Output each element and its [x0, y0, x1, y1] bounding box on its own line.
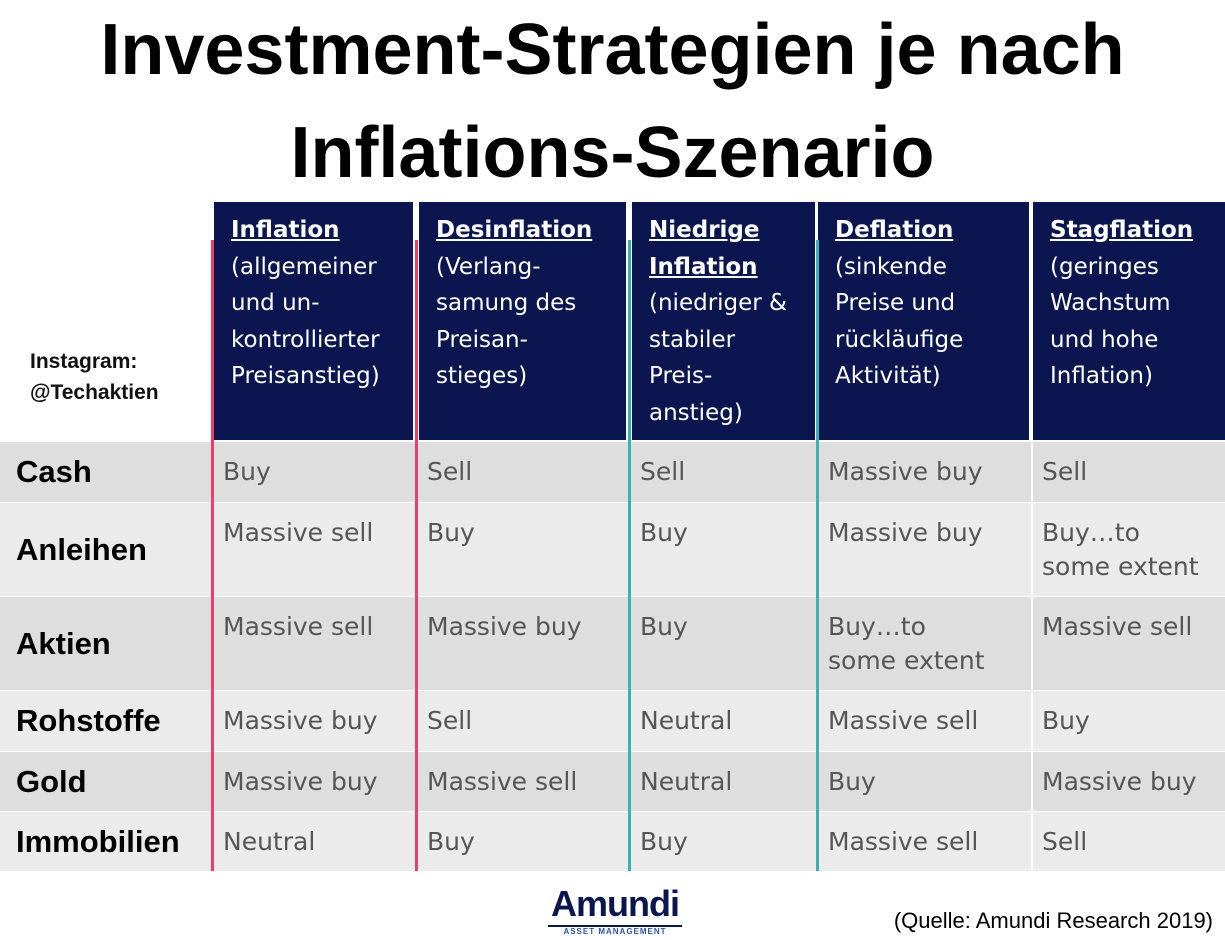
table-cell: Buy…to some extent [828, 612, 985, 675]
table-cell: Buy…to some extent [1042, 518, 1199, 581]
row-label: Immobilien [0, 812, 210, 871]
column-header-description: (geringes Wachstum und hohe Inflation) [1050, 253, 1171, 390]
row-label: Anleihen [0, 503, 210, 596]
credit-line-2: @Techaktien [30, 381, 159, 404]
table-cell: Buy [640, 827, 688, 856]
column-header-title: Niedrige Inflation [649, 217, 760, 280]
column-header-title: Stagflation [1050, 217, 1194, 243]
row-label: Cash [0, 442, 210, 502]
amundi-logo: Amundi ASSET MANAGEMENT [540, 884, 690, 937]
instagram-credit: Instagram: @Techaktien [30, 346, 159, 408]
table-cell: Neutral [640, 767, 733, 796]
column-header-description: (Verlang- samung des Preisan- stieges) [436, 253, 577, 390]
column-header-inflation: Inflation (allgemeiner und un- kontrolli… [214, 202, 413, 440]
table-cell: Massive buy [223, 706, 378, 735]
table-cell: Buy [427, 827, 475, 856]
table-cell: Buy [640, 518, 688, 547]
logo-name: Amundi [551, 883, 680, 924]
table-row-immobilien: Immobilien Neutral Buy Buy Massive sell … [0, 811, 1225, 871]
column-header-description: (allgemeiner und un- kontrollierter Prei… [231, 253, 380, 390]
credit-line-1: Instagram: [30, 350, 138, 373]
column-divider [1031, 441, 1033, 871]
table-cell: Neutral [640, 706, 733, 735]
table-cell: Massive buy [828, 518, 983, 547]
table-cell: Massive buy [427, 612, 582, 641]
source-note: (Quelle: Amundi Research 2019) [893, 908, 1213, 933]
table-row-cash: Cash Buy Sell Sell Massive buy Sell [0, 441, 1225, 502]
teal-column-line [816, 240, 819, 871]
column-header-title: Deflation [835, 217, 954, 243]
row-label: Gold [0, 752, 210, 811]
table-cell: Sell [427, 457, 473, 486]
column-header-title: Desinflation [436, 217, 593, 243]
table-row-aktien: Aktien Massive sell Massive buy Buy Buy…… [0, 596, 1225, 690]
column-header-title: Inflation [231, 217, 340, 243]
pink-column-line [211, 240, 214, 871]
title-line-1: Investment-Strategien je nach [100, 10, 1125, 90]
table-row-gold: Gold Massive buy Massive sell Neutral Bu… [0, 751, 1225, 811]
title-line-2: Inflations-Szenario [290, 113, 935, 193]
pink-column-line [415, 240, 418, 871]
column-header-desinflation: Desinflation (Verlang- samung des Preisa… [419, 202, 626, 440]
column-header-description: (sinkende Preise und rückläufige Aktivit… [835, 253, 964, 390]
table-cell: Massive buy [828, 457, 983, 486]
table-cell: Massive sell [427, 767, 578, 796]
table-cell: Buy [828, 767, 876, 796]
table-cell: Massive buy [223, 767, 378, 796]
table-cell: Massive sell [828, 706, 979, 735]
table-cell: Massive buy [1042, 767, 1197, 796]
table-cell: Massive sell [223, 612, 374, 641]
teal-column-line [628, 240, 631, 871]
table-cell: Sell [1042, 457, 1088, 486]
table-cell: Massive sell [828, 827, 979, 856]
logo-subtitle: ASSET MANAGEMENT [548, 925, 682, 937]
table-cell: Massive sell [1042, 612, 1193, 641]
row-label: Rohstoffe [0, 691, 210, 751]
column-header-stagflation: Stagflation (geringes Wachstum und hohe … [1033, 202, 1225, 440]
column-header-deflation: Deflation (sinkende Preise und rückläufi… [818, 202, 1029, 440]
row-label: Aktien [0, 597, 210, 690]
table-row-anleihen: Anleihen Massive sell Buy Buy Massive bu… [0, 502, 1225, 596]
table-row-rohstoffe: Rohstoffe Massive buy Sell Neutral Massi… [0, 690, 1225, 751]
table-cell: Sell [427, 706, 473, 735]
table-cell: Buy [1042, 706, 1090, 735]
table-cell: Massive sell [223, 518, 374, 547]
table-cell: Buy [223, 457, 271, 486]
column-header-niedrige-inflation: Niedrige Inflation (niedriger & stabiler… [632, 202, 815, 440]
table-cell: Sell [1042, 827, 1088, 856]
column-header-description: (niedriger & stabiler Preis- anstieg) [649, 290, 787, 426]
table-cell: Sell [640, 457, 686, 486]
table-cell: Buy [640, 612, 688, 641]
table-cell: Buy [427, 518, 475, 547]
table-cell: Neutral [223, 827, 316, 856]
